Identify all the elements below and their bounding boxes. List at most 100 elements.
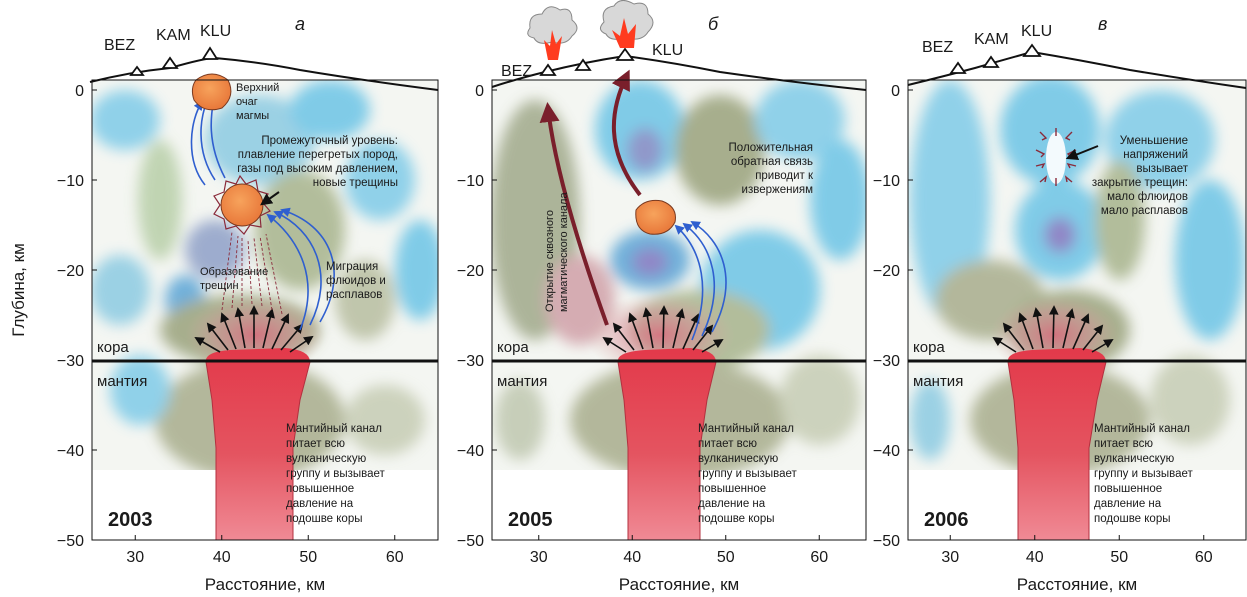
panel-b-crust-arrows [602,305,724,353]
y-tick-label: 0 [891,83,900,100]
intermediate-level-text: газы под высоким давлением, [237,163,398,175]
mantle-channel-text: давление на [286,498,354,510]
volcano-label-kam: KAM [974,31,1009,48]
y-tick-label: −20 [873,263,900,280]
panel-c [907,43,1247,541]
volcano-marker [574,58,592,71]
panel-c-volcano-markers [949,43,1042,74]
panel-b-mantle-channel [617,348,717,540]
panel-a-intermediate-chamber [213,174,271,235]
volcano-label-bez: BEZ [922,39,953,56]
stress-text: вызывает [1136,163,1188,175]
mantle-channel-text: питает всю [698,438,757,450]
y-tick-label: −10 [57,173,84,190]
mantle-channel-text: повышенное [286,483,354,495]
x-tick-label: 30 [126,549,144,566]
year-label: 2005 [508,509,553,531]
panel-a [89,46,439,541]
y-tick-label: −30 [873,353,900,370]
year-label: 2003 [108,509,153,531]
panel-letter: б [708,14,719,34]
x-tick-label: 50 [717,549,735,566]
mantle-channel-text: подошве коры [1094,513,1171,525]
x-axis-label: Расстояние, км [619,575,739,594]
mantle-channel-text: группу и вызывает [698,468,798,480]
mantle-channel-text: Мантийный канал [286,423,382,435]
migration-text: Миграция [326,261,378,273]
y-tick-label: −40 [873,443,900,460]
x-tick-label: 40 [213,549,231,566]
crust-label: кора [97,339,129,356]
migration-text: расплавов [326,289,382,301]
volcano-marker [539,63,557,76]
volcano-label-bez: BEZ [501,63,532,80]
panel-b-migration-arrows [674,221,727,341]
y-tick-label: −30 [57,353,84,370]
intermediate-level-text: новые трещины [313,177,398,189]
upper-chamber-text: магмы [236,110,269,122]
y-tick-label: −40 [457,443,484,460]
eruption-klu [600,0,654,48]
volcano-marker [129,65,145,76]
x-tick-label: 30 [941,549,959,566]
panel-a-cracks [221,231,283,315]
intermediate-level-text: Промежуточный уровень: [261,135,398,147]
x-tick-label: 30 [530,549,548,566]
panel-c-pointer [1065,145,1099,161]
panel-a-mantle-channel [205,348,311,540]
volcano-marker [201,46,219,60]
y-tick-label: 0 [475,83,484,100]
volcano-label-kam: KAM [156,27,191,44]
panel-a-frame [91,79,439,541]
stress-text: напряжений [1123,149,1188,161]
x-tick-label: 50 [1110,549,1128,566]
cracks-text: трещин [200,280,239,292]
x-axis-label: Расстояние, км [205,575,325,594]
panel-a-tomography [92,80,438,540]
mantle-channel-text: Мантийный канал [1094,423,1190,435]
mantle-channel-text: подошве коры [286,513,363,525]
volcano-marker [982,55,1000,68]
panel-a-upper-chamber [191,73,232,111]
stress-text: мало расплавов [1101,205,1188,217]
panel-b-volcano-markers [539,47,635,76]
panel-a-crust-arrows [194,305,314,353]
stress-text: закрытие трещин: [1092,177,1188,189]
volcano-marker [161,56,179,69]
stress-text: Уменьшение [1120,135,1188,147]
panel-b-channel-arrows [539,69,642,326]
panel-letter: а [295,14,305,34]
migration-text: флюидов и [326,275,386,287]
mantle-channel-text: питает всю [1094,438,1153,450]
mantle-channel-text: повышенное [698,483,766,495]
y-tick-label: −20 [457,263,484,280]
volcano-marker [1022,43,1042,57]
mantle-channel-text: повышенное [1094,483,1162,495]
volcano-label-klu: KLU [652,42,683,59]
mantle-channel-text: вулканическую [1094,453,1175,465]
y-tick-label: −30 [457,353,484,370]
y-tick-label: −10 [457,173,484,190]
panel-c-crust-arrows [992,305,1114,353]
mantle-channel-text: группу и вызывает [1094,468,1194,480]
y-axis-label: Глубина, км [9,243,28,337]
mantle-label: мантия [497,373,547,390]
y-tick-label: −10 [873,173,900,190]
mantle-channel-text: группу и вызывает [286,468,386,480]
mantle-channel-text: Мантийный канал [698,423,794,435]
mantle-label: мантия [97,373,147,390]
stress-text: мало флюидов [1107,191,1188,203]
x-axis-label: Расстояние, км [1017,575,1137,594]
y-tick-label: 0 [75,83,84,100]
x-tick-label: 60 [386,549,404,566]
panel-b-chamber [635,199,676,235]
crust-label: кора [497,339,529,356]
cracks-text: Образование [200,266,268,278]
x-tick-label: 60 [1195,549,1213,566]
mantle-label: мантия [913,373,963,390]
panel-b-frame [491,79,867,541]
panel-b [491,0,867,541]
panel-b-surface [491,54,867,91]
feedback-text: обратная связь [731,156,813,168]
